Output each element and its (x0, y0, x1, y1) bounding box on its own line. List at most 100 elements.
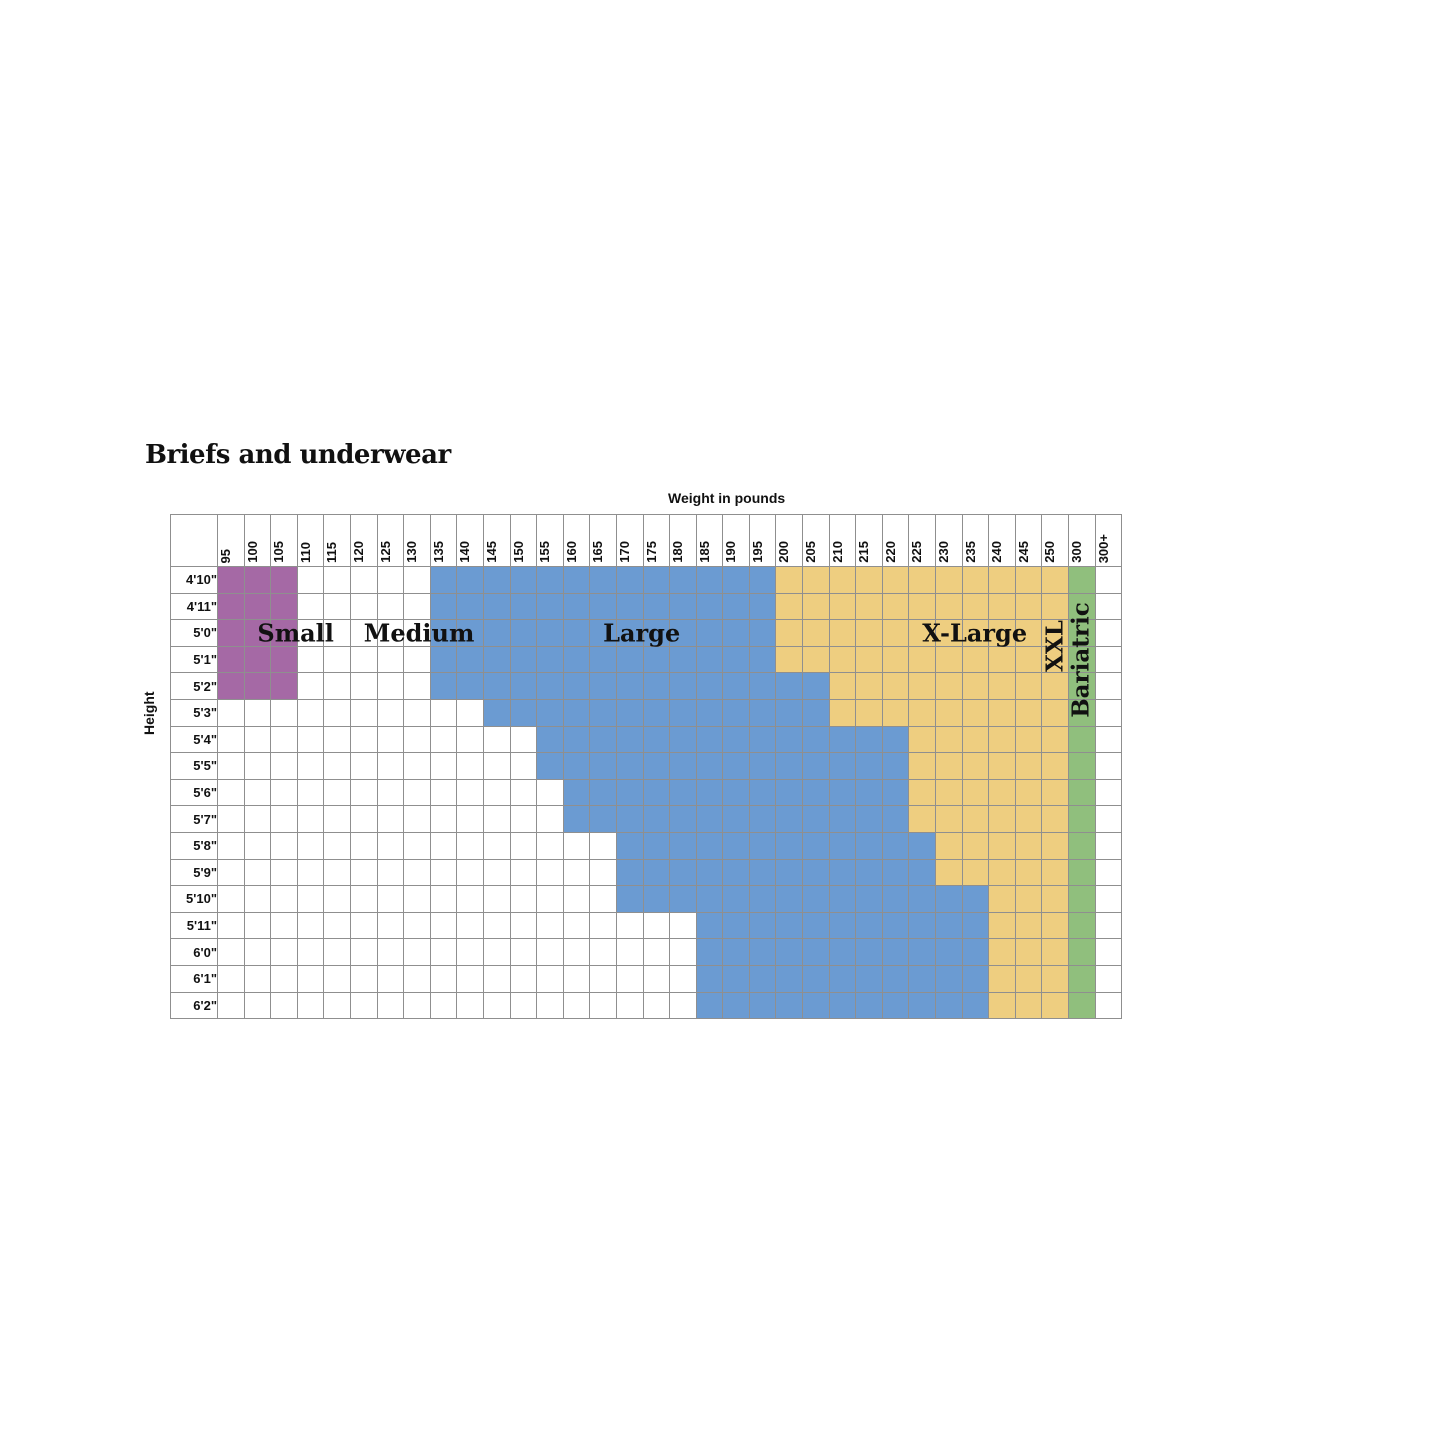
size-cell (935, 911, 963, 940)
size-cell (748, 831, 777, 860)
size-cell (376, 592, 405, 621)
size-cell (562, 805, 591, 833)
size-cell (615, 566, 644, 594)
weight-column-header: 195 (748, 514, 777, 567)
weight-column-header: 185 (695, 514, 724, 567)
size-cell (881, 725, 910, 754)
size-cell (589, 645, 617, 674)
size-cell (349, 698, 378, 727)
size-cell (323, 592, 351, 621)
size-cell (669, 698, 697, 727)
size-cell (456, 725, 484, 754)
grid-corner-cell (170, 514, 218, 567)
size-cell (748, 805, 777, 833)
weight-column-header: 170 (615, 514, 644, 567)
size-cell (695, 938, 724, 966)
size-cell (669, 619, 697, 647)
size-cell (722, 805, 750, 833)
weight-column-header-label: 210 (829, 541, 845, 563)
size-cell (536, 752, 564, 780)
size-cell (376, 566, 405, 594)
size-cell (935, 805, 963, 833)
size-cell (881, 991, 910, 1020)
size-cell (988, 991, 1016, 1020)
size-cell (536, 911, 564, 940)
size-cell (1014, 752, 1043, 780)
size-cell (1041, 991, 1069, 1020)
size-cell (589, 725, 617, 754)
size-cell (270, 698, 298, 727)
size-cell (376, 805, 405, 833)
height-row-header: 5'4" (170, 725, 218, 754)
size-cell (243, 752, 272, 780)
size-cell (881, 831, 910, 860)
size-cell (935, 964, 963, 993)
size-cell (695, 858, 724, 887)
size-cell (615, 858, 644, 887)
weight-column-header: 300 (1068, 514, 1096, 567)
size-cell (802, 778, 830, 807)
size-cell (243, 938, 272, 966)
size-cell (243, 911, 272, 940)
size-cell (695, 805, 724, 833)
size-cell (855, 619, 883, 647)
size-cell (296, 725, 325, 754)
size-cell (403, 778, 431, 807)
size-cell (961, 645, 990, 674)
size-cell (296, 831, 325, 860)
size-cell (429, 778, 458, 807)
size-cell (562, 752, 591, 780)
weight-column-header: 100 (243, 514, 272, 567)
weight-column-header-label: 140 (457, 541, 473, 563)
size-cell (536, 619, 564, 647)
size-cell (722, 752, 750, 780)
size-cell (695, 566, 724, 594)
size-cell (935, 831, 963, 860)
size-cell (589, 911, 617, 940)
size-cell (855, 698, 883, 727)
size-cell (988, 752, 1016, 780)
weight-column-header: 245 (1014, 514, 1043, 567)
size-cell (722, 938, 750, 966)
size-cell (536, 964, 564, 993)
size-cell (748, 964, 777, 993)
weight-column-header: 175 (642, 514, 671, 567)
size-cell (1068, 991, 1096, 1020)
size-cell (642, 672, 671, 700)
weight-column-header: 235 (961, 514, 990, 567)
size-cell (562, 566, 591, 594)
size-cell (775, 805, 804, 833)
grid-row: 5'11" (170, 911, 1123, 940)
size-cell (403, 938, 431, 966)
size-cell (562, 725, 591, 754)
size-cell (376, 911, 405, 940)
weight-column-header-label: 300+ (1095, 533, 1111, 563)
size-cell (1068, 858, 1096, 887)
size-cell (881, 566, 910, 594)
weight-column-header: 205 (802, 514, 830, 567)
size-cell (722, 831, 750, 860)
size-cell (509, 566, 538, 594)
weight-column-header-label: 190 (723, 541, 739, 563)
size-cell (429, 619, 458, 647)
size-cell (1094, 645, 1123, 674)
size-cell (988, 566, 1016, 594)
size-cell (1068, 592, 1096, 621)
height-row-header: 5'0" (170, 619, 218, 647)
size-cell (748, 725, 777, 754)
weight-column-header-label: 155 (537, 541, 553, 563)
size-cell (722, 778, 750, 807)
size-cell (217, 752, 245, 780)
size-cell (1068, 911, 1096, 940)
size-cell (828, 592, 857, 621)
size-cell (456, 805, 484, 833)
weight-column-header-label: 175 (643, 541, 659, 563)
size-cell (349, 885, 378, 913)
size-grid-wrapper: 95 100 105 110 115 120 125 130 135 140 145 150 155 16… (170, 514, 1123, 1020)
size-cell (482, 991, 511, 1020)
size-cell (748, 885, 777, 913)
size-cell (376, 885, 405, 913)
size-cell (642, 592, 671, 621)
size-cell (1014, 911, 1043, 940)
size-cell (828, 858, 857, 887)
